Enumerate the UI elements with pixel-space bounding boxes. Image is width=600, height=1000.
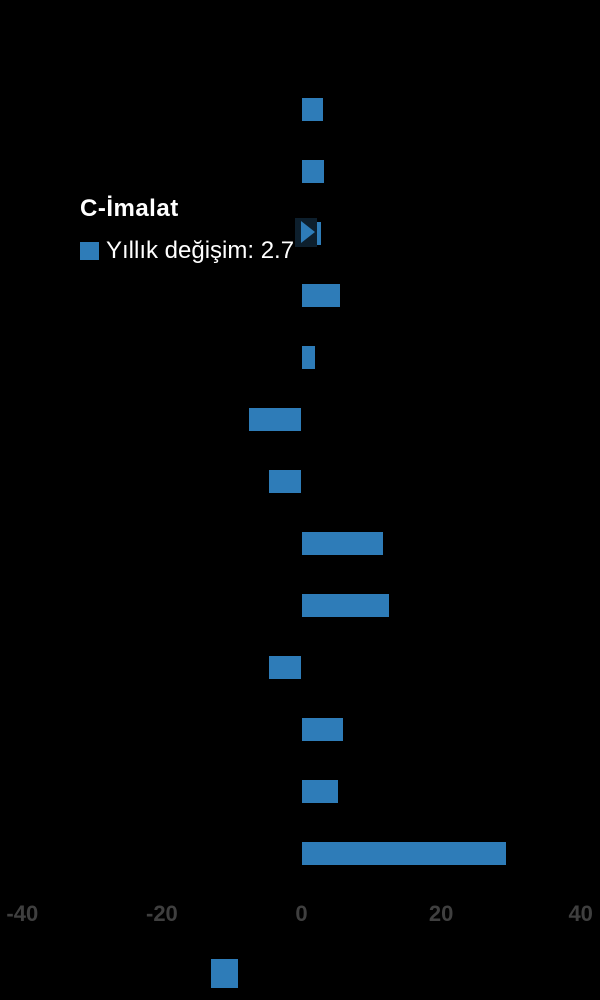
play-triangle-icon [301,221,315,243]
x-axis-tick-label: -40 [6,901,39,926]
x-axis-tick-label: -20 [145,901,178,926]
tooltip: C-İmalat Yıllık değişim: 2.7 [80,196,294,263]
bar[interactable] [302,842,506,865]
bar[interactable] [269,470,302,493]
bar[interactable] [302,160,325,183]
tooltip-title: C-İmalat [80,195,179,222]
bar[interactable] [302,594,389,617]
bar[interactable] [302,346,315,369]
tooltip-legend-row: Yıllık değişim: 2.7 [80,239,294,263]
legend-swatch-icon [80,242,99,260]
bar[interactable] [302,718,344,741]
legend-label: Yıllık değişim: 2.7 [106,237,295,264]
bar[interactable] [302,532,383,555]
x-axis-tick-label: 40 [568,901,593,926]
play-marker-icon[interactable] [295,218,317,247]
bar[interactable] [269,656,302,679]
bottom-legend-swatch-icon[interactable] [211,959,238,988]
x-axis-tick-label: 20 [428,901,454,926]
bar[interactable] [249,408,302,431]
bar[interactable] [302,284,341,307]
x-axis-tick-label: 0 [295,901,308,926]
bar[interactable] [302,780,339,803]
bar[interactable] [302,98,323,121]
